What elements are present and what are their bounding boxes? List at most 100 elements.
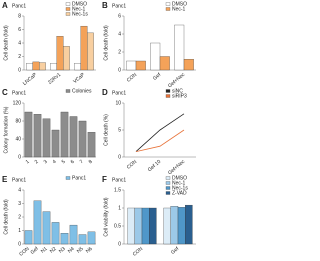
- y-tick-label: 120: [13, 100, 22, 106]
- x-tick-label: CON: [132, 246, 145, 258]
- legend-label: siRIP3: [172, 93, 187, 99]
- bar: [174, 24, 185, 71]
- legend-swatch: [165, 7, 171, 11]
- legend-swatch: [165, 186, 171, 190]
- legend-label: DMSO: [172, 1, 187, 7]
- y-tick-label: 1.5: [114, 187, 121, 193]
- panel-letter: A: [2, 1, 8, 10]
- bar: [159, 56, 170, 71]
- y-tick-label: 0: [18, 241, 21, 247]
- bar: [126, 60, 137, 71]
- panel-title: Panc1: [112, 90, 126, 96]
- y-tick-label: 8: [18, 13, 21, 19]
- x-tick-label: 8: [88, 159, 94, 166]
- y-tick-label: 0: [18, 67, 21, 73]
- x-tick-label: CON: [18, 246, 31, 258]
- y-tick-label: 2: [18, 214, 21, 220]
- x-tick-label: Gef 10: [147, 159, 163, 173]
- legend-swatch: [65, 7, 71, 11]
- bar: [78, 234, 87, 245]
- bar: [183, 59, 194, 71]
- legend-swatch: [65, 12, 71, 16]
- x-tick-label: 5: [61, 159, 67, 166]
- bar: [63, 46, 70, 71]
- y-tick-label: 2: [18, 54, 21, 60]
- bar: [87, 231, 96, 245]
- legend-swatch: [65, 2, 71, 6]
- x-tick-label: Gef: [30, 246, 40, 256]
- x-tick-label: 6: [70, 159, 76, 166]
- bar: [87, 132, 96, 158]
- bar: [26, 63, 33, 71]
- legend-label: Z-VAD: [172, 190, 187, 196]
- legend-swatch: [165, 176, 171, 180]
- bar: [135, 60, 146, 71]
- x-tick-label: 22Rv1: [47, 72, 62, 86]
- x-tick-label: N1: [40, 246, 49, 255]
- legend-label: Nec-1: [172, 180, 186, 186]
- bar: [150, 42, 161, 71]
- bar: [51, 129, 60, 158]
- x-tick-label: N2: [49, 246, 58, 255]
- bar: [60, 233, 69, 245]
- legend-swatch: [65, 89, 71, 93]
- legend-label: DMSO: [172, 175, 187, 181]
- legend-swatch: [65, 176, 71, 180]
- x-tick-label: 1: [25, 159, 31, 166]
- bar: [42, 118, 51, 158]
- x-tick-label: 2: [34, 159, 40, 166]
- x-tick-label: Gef: [152, 72, 162, 82]
- x-tick-label: Gef+Nec: [167, 159, 186, 177]
- y-axis-label: Cell death (fold): [103, 25, 109, 61]
- y-axis-label: Colony formation (%): [3, 106, 9, 153]
- bar: [32, 61, 40, 71]
- bar: [24, 111, 33, 158]
- y-tick-label: 4: [18, 187, 21, 193]
- legend-swatch: [165, 89, 171, 93]
- y-tick-label: 1: [18, 228, 21, 234]
- x-tick-label: N5: [76, 246, 85, 255]
- y-tick-label: 5: [118, 127, 121, 133]
- x-tick-label: 4: [52, 159, 58, 166]
- bar: [39, 62, 46, 71]
- panel-letter: F: [102, 175, 107, 184]
- panel-title: Panc1: [12, 3, 26, 9]
- panel-letter: B: [102, 1, 108, 10]
- bar: [33, 114, 42, 158]
- y-tick-label: 2: [118, 49, 121, 55]
- y-tick-label: 0: [18, 154, 21, 160]
- bar: [69, 224, 78, 245]
- y-tick-label: 10: [115, 100, 121, 106]
- x-tick-label: Gef: [170, 246, 180, 256]
- line: [135, 113, 185, 152]
- line: [135, 129, 185, 152]
- legend-label: DMSO: [72, 1, 87, 7]
- bar: [60, 111, 69, 158]
- bar: [50, 63, 57, 71]
- bar: [78, 120, 87, 158]
- y-tick-label: 0.5: [114, 223, 121, 229]
- legend-swatch: [165, 181, 171, 185]
- y-tick-label: 6: [18, 27, 21, 33]
- y-tick-label: 80: [15, 118, 21, 124]
- legend-swatch: [165, 2, 171, 6]
- bar: [170, 206, 179, 245]
- panel-title: Panc1: [112, 3, 126, 9]
- bar: [51, 222, 60, 245]
- legend-label: Colonies: [72, 88, 92, 94]
- x-tick-label: CON: [126, 159, 139, 171]
- bar: [24, 230, 33, 245]
- y-tick-label: 6: [118, 13, 121, 19]
- panel-letter: E: [2, 175, 8, 184]
- panel-letter: D: [102, 88, 108, 97]
- y-tick-label: 4: [118, 31, 121, 37]
- x-tick-label: 3: [43, 159, 49, 166]
- legend-label: Nec-1: [72, 6, 86, 12]
- x-tick-label: Gef+Nec: [167, 72, 186, 90]
- y-tick-label: 1: [118, 205, 121, 211]
- bar: [74, 63, 81, 71]
- bar: [87, 32, 94, 71]
- y-tick-label: 3: [18, 201, 21, 207]
- y-axis-label: Cell death (fold): [3, 199, 9, 235]
- legend-label: Nec-1s: [72, 11, 88, 17]
